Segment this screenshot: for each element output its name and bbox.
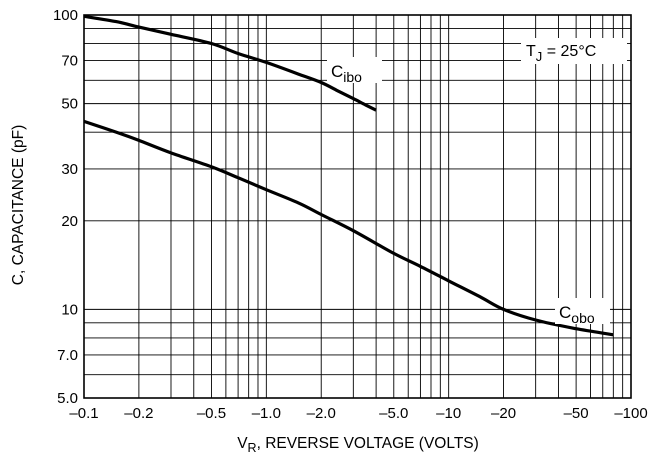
annotation-main: T [526,43,536,60]
y-tick-label: 20 [61,213,78,230]
x-tick-label: –1.0 [252,405,281,422]
x-tick-label: –5.0 [379,405,408,422]
x-tick-label: –50 [564,405,589,422]
x-tick-label: –2.0 [307,405,336,422]
x-tick-label: –0.1 [69,405,98,422]
x-tick-label: –0.5 [197,405,226,422]
series-label-cobo-main: C [559,303,571,322]
tick-labels: –0.1 –0.2 –0.5 –1.0 –2.0 –5.0 –10 –20 –50 –100 5.0… [53,7,648,422]
y-tick-label: 7.0 [57,347,78,364]
series-label-cibo-text: Cibo [331,62,362,85]
annotation-subscript: J [536,49,543,64]
series-label-cobo-subscript: obo [571,310,595,326]
y-tick-label: 10 [61,301,78,318]
y-tick-label: 5.0 [57,390,78,407]
curve-cibo [83,14,377,112]
plot-frame [83,14,632,399]
x-tick-label: –10 [436,405,461,422]
series-label-cibo: Cibo [327,57,382,85]
x-axis-label-subscript: R [248,441,257,455]
y-tick-label: 30 [61,161,78,178]
x-tick-label: –20 [491,405,516,422]
series-label-cobo-background [555,298,610,324]
series-label-cibo-background [327,57,382,83]
x-tick-label: –0.2 [124,405,153,422]
y-tick-label: 100 [53,7,78,24]
series-label-cobo: Cobo [555,298,610,326]
x-axis-label-main: V [237,435,248,452]
x-axis-label-rest: , REVERSE VOLTAGE (VOLTS) [257,435,479,452]
annotation-text: TJ = 25°C [526,43,596,64]
annotation-rest: = 25°C [542,43,596,60]
series-label-cibo-main: C [331,62,343,81]
y-axis-label: C, CAPACITANCE (pF) [10,125,27,285]
y-tick-label: 70 [61,53,78,70]
temperature-annotation: TJ = 25°C [521,38,627,64]
series-label-cibo-subscript: ibo [343,69,362,85]
series-label-cobo-text: Cobo [559,303,595,326]
x-tick-label: –100 [614,405,647,422]
curve-cobo [83,119,614,337]
annotation-background [521,38,627,64]
series-curves [83,14,614,337]
x-axis-label: VR, REVERSE VOLTAGE (VOLTS) [237,435,479,455]
y-tick-label: 50 [61,96,78,113]
